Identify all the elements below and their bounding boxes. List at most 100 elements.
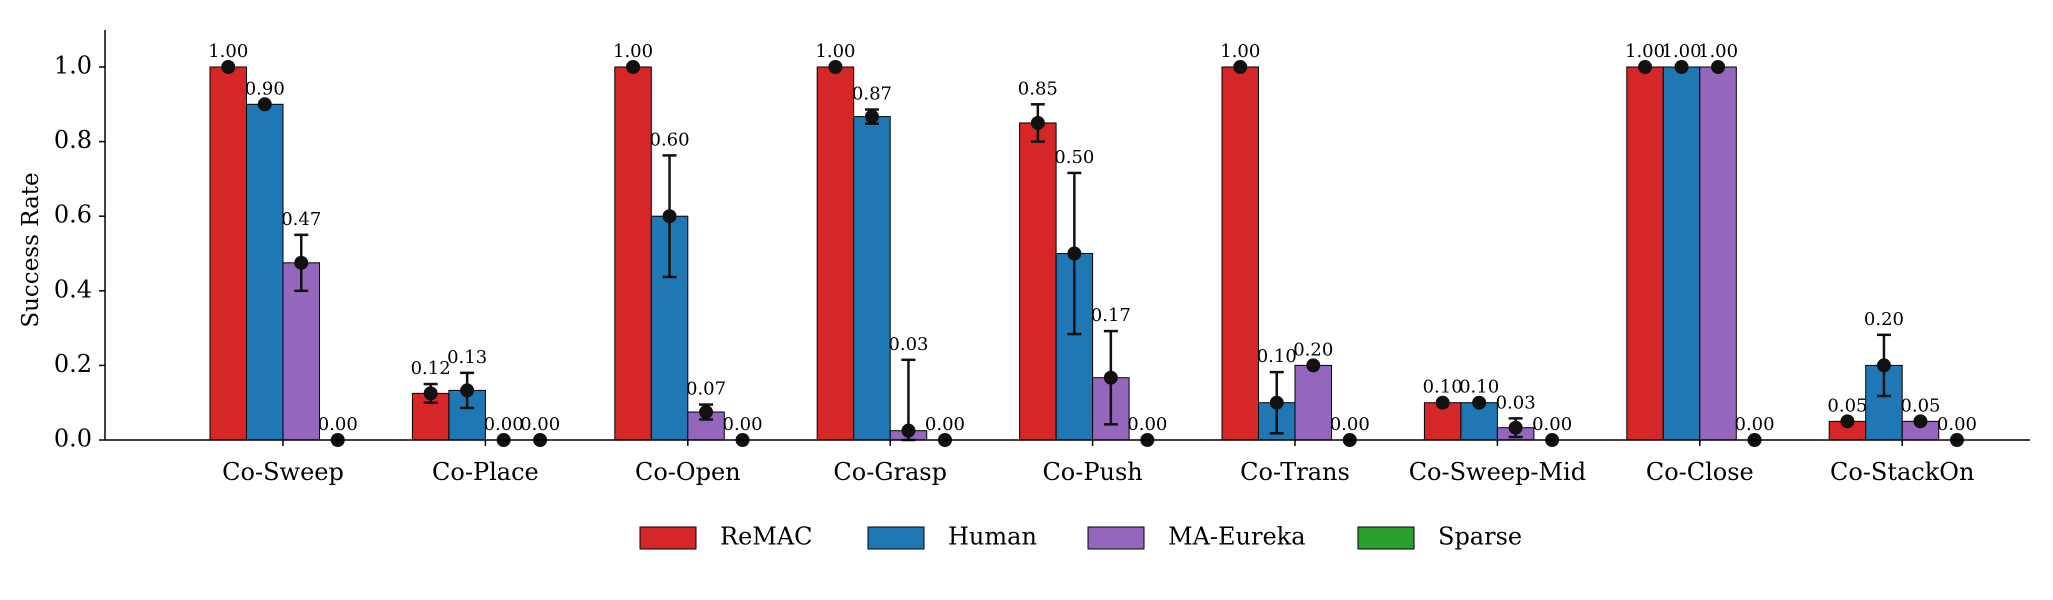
value-label: 0.50 — [1054, 147, 1094, 168]
legend-swatch — [867, 526, 925, 550]
legend-label: MA-Eureka — [1168, 523, 1306, 551]
value-label: 0.00 — [925, 414, 965, 435]
value-label: 1.00 — [1662, 41, 1702, 62]
x-tick-label: Co-Push — [1042, 458, 1142, 486]
value-label: 0.12 — [411, 358, 451, 379]
value-label: 0.03 — [888, 334, 928, 355]
value-label: 0.85 — [1018, 78, 1058, 99]
bar — [1662, 66, 1701, 441]
bar — [246, 103, 284, 441]
data-point — [1472, 395, 1487, 410]
value-label: 0.03 — [1496, 392, 1536, 413]
data-point — [1711, 60, 1726, 74]
x-ticks: Co-Sweep Co-Place Co-Open Co-Grasp Co-Push Co… — [222, 440, 1974, 486]
value-label: 0.90 — [245, 78, 285, 99]
data-point — [864, 109, 879, 124]
data-point — [257, 97, 272, 112]
value-label: 0.00 — [1127, 414, 1167, 435]
value-label: 1.00 — [815, 41, 855, 62]
value-label: 0.00 — [318, 414, 358, 435]
bar — [853, 116, 891, 441]
bar — [614, 66, 652, 441]
value-label: 0.60 — [650, 129, 690, 150]
legend-label: Sparse — [1438, 523, 1522, 551]
value-label: 0.20 — [1864, 309, 1904, 330]
value-label: 0.07 — [686, 379, 726, 400]
data-point — [221, 60, 236, 74]
y-ticks: 0.0 0.2 0.4 0.6 0.8 1.0 — [54, 52, 105, 453]
value-labels-layer: 1.000.900.470.000.120.130.000.001.000.60… — [208, 41, 1977, 435]
value-label: 0.13 — [447, 347, 487, 368]
legend-swatch — [639, 526, 697, 550]
data-point — [1508, 420, 1523, 435]
data-point — [699, 405, 714, 420]
value-label: 1.00 — [208, 41, 248, 62]
data-point — [1435, 395, 1450, 410]
x-tick-label: Co-Place — [432, 458, 539, 486]
y-tick-label: 0.8 — [54, 126, 92, 154]
value-label: 0.00 — [723, 414, 763, 435]
data-point — [1840, 414, 1855, 429]
points-layer — [221, 60, 1964, 447]
value-label: 0.87 — [852, 84, 892, 105]
data-point — [1638, 60, 1653, 74]
value-label: 0.10 — [1257, 346, 1297, 367]
y-tick-label: 1.0 — [54, 52, 92, 80]
value-label: 1.00 — [1698, 41, 1738, 62]
value-label: 0.00 — [1330, 414, 1370, 435]
value-label: 0.00 — [484, 414, 524, 435]
y-tick-label: 0.4 — [54, 275, 92, 303]
data-point — [294, 255, 309, 270]
data-point — [1913, 414, 1928, 429]
value-label: 0.20 — [1293, 339, 1333, 360]
bar — [816, 66, 855, 441]
axes — [104, 30, 2030, 441]
error-bars-layer — [294, 103, 1891, 442]
x-tick-label: Co-Sweep-Mid — [1409, 458, 1586, 486]
y-tick-label: 0.2 — [54, 350, 92, 378]
value-label: 0.00 — [520, 414, 560, 435]
x-tick-label: Co-Open — [635, 458, 741, 486]
data-point — [423, 386, 438, 401]
data-point — [1269, 395, 1284, 410]
data-point — [828, 60, 843, 74]
data-point — [1674, 60, 1689, 74]
bar — [1221, 66, 1259, 441]
legend-swatch — [1357, 526, 1415, 550]
y-tick-label: 0.6 — [54, 201, 92, 229]
value-label: 0.00 — [1937, 414, 1977, 435]
y-axis-label: Success Rate — [18, 172, 44, 327]
legend: ReMAC Human MA-Eureka Sparse — [639, 523, 1522, 551]
y-tick-label: 0.0 — [54, 425, 92, 453]
value-label: 1.00 — [613, 41, 653, 62]
value-label: 0.00 — [1735, 414, 1775, 435]
bar — [1294, 364, 1332, 441]
value-label: 0.00 — [1532, 414, 1572, 435]
data-point — [1876, 358, 1891, 373]
data-point — [1233, 60, 1248, 74]
data-point — [1030, 115, 1045, 130]
value-label: 0.17 — [1091, 305, 1131, 326]
data-point — [1103, 370, 1118, 385]
value-label: 0.10 — [1459, 377, 1499, 398]
data-point — [662, 209, 677, 224]
data-point — [1067, 246, 1082, 261]
value-label: 1.00 — [1220, 41, 1260, 62]
value-label: 0.10 — [1423, 377, 1463, 398]
data-point — [1306, 358, 1321, 373]
bar — [1019, 122, 1057, 441]
legend-label: ReMAC — [720, 523, 813, 551]
x-tick-label: Co-Trans — [1240, 458, 1350, 486]
legend-swatch — [1087, 526, 1145, 550]
legend-label: Human — [948, 523, 1037, 551]
value-label: 0.05 — [1827, 395, 1867, 416]
value-label: 0.05 — [1900, 395, 1940, 416]
x-tick-label: Co-Grasp — [833, 458, 947, 486]
x-tick-label: Co-StackOn — [1830, 458, 1974, 486]
bars-layer — [209, 66, 1940, 441]
value-label: 0.47 — [281, 209, 321, 230]
data-point — [460, 383, 475, 398]
data-point — [626, 60, 641, 74]
bar — [1699, 66, 1737, 441]
